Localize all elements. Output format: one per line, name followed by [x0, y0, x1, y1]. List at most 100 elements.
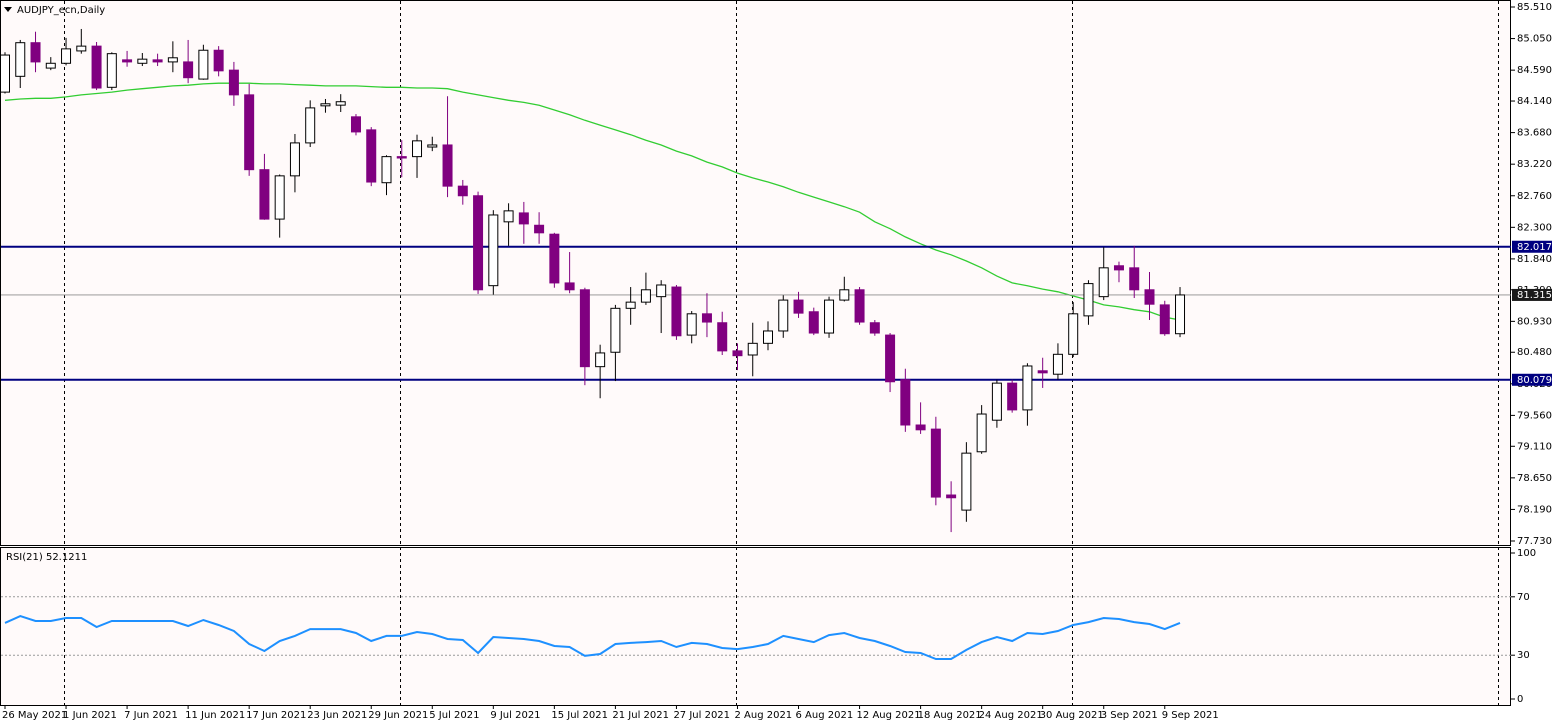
y-tick-label: 70 — [1517, 592, 1530, 603]
rsi-line — [4, 615, 1181, 660]
x-tick-label: 30 Aug 2021 — [1040, 710, 1104, 721]
y-tick-label: 78.190 — [1517, 504, 1552, 515]
last-price-box — [1512, 288, 1552, 301]
candle-body — [1083, 283, 1094, 317]
candle-body — [701, 313, 712, 323]
candle-body — [320, 103, 331, 107]
level-label: 80.079 — [1517, 375, 1552, 386]
x-tick-label: 17 Jun 2021 — [246, 710, 306, 721]
moving-average — [4, 82, 1181, 321]
candle-body — [1175, 294, 1186, 335]
candle-body — [717, 322, 728, 352]
candle-body — [656, 284, 667, 298]
x-tick-label: 24 Aug 2021 — [979, 710, 1043, 721]
candle-body — [778, 299, 789, 332]
candle-body — [183, 61, 194, 79]
candle-body — [274, 175, 285, 220]
candle-body — [61, 48, 72, 64]
candle-body — [976, 413, 987, 453]
candle-body — [534, 224, 545, 234]
candle-body — [91, 45, 102, 89]
candle-body — [900, 379, 911, 426]
candle-body — [244, 94, 255, 171]
candle-body — [76, 45, 87, 52]
candle-body — [457, 185, 468, 197]
last-price-label: 81.315 — [1517, 290, 1552, 301]
x-tick-label: 15 Jul 2021 — [551, 710, 608, 721]
y-tick-label: 79.560 — [1517, 410, 1552, 421]
candle-body — [1068, 313, 1079, 355]
x-tick-label: 23 Jun 2021 — [307, 710, 367, 721]
candle-body — [473, 195, 484, 291]
candle-body — [152, 59, 163, 63]
candle-body — [305, 107, 316, 144]
candle-body — [595, 352, 606, 368]
candle-body — [1022, 365, 1033, 411]
candle-body — [503, 210, 514, 223]
x-tick-label: 26 May 2021 — [2, 710, 67, 721]
x-tick-label: 5 Jul 2021 — [429, 710, 479, 721]
candle-body — [625, 301, 636, 309]
candle-body — [869, 322, 880, 334]
menu-icon[interactable] — [4, 7, 12, 12]
candle-body — [213, 49, 224, 72]
candle-body — [1129, 267, 1140, 291]
candle-body — [1007, 382, 1018, 411]
candle-body — [228, 69, 239, 96]
y-tick-label: 80.480 — [1517, 347, 1552, 358]
x-tick-label: 12 Aug 2021 — [857, 710, 921, 721]
level-label-box — [1512, 373, 1552, 386]
candle-body — [106, 53, 117, 88]
y-tick-label: 81.840 — [1517, 254, 1552, 265]
y-tick-label: 80.930 — [1517, 316, 1552, 327]
candle-body — [640, 289, 651, 303]
candle-body — [961, 452, 972, 511]
candle-body — [0, 54, 10, 93]
candle-body — [289, 142, 300, 177]
rsi-panel — [0, 547, 1511, 706]
candle-body — [808, 311, 819, 334]
candle-body — [442, 144, 453, 187]
candle-body — [564, 282, 575, 291]
y-tick-label: 84.140 — [1517, 96, 1552, 107]
x-tick-label: 27 Jul 2021 — [673, 710, 730, 721]
y-tick-label: 79.110 — [1517, 441, 1552, 452]
candle-body — [885, 334, 896, 383]
x-tick-label: 2 Aug 2021 — [734, 710, 792, 721]
chart-title: AUDJPY_ecn,Daily — [17, 5, 105, 16]
x-tick-label: 9 Jul 2021 — [490, 710, 540, 721]
y-tick-label: 85.050 — [1517, 34, 1552, 45]
candle-body — [824, 299, 835, 334]
x-tick-label: 6 Aug 2021 — [796, 710, 854, 721]
candle-body — [1113, 265, 1124, 271]
candle-body — [991, 382, 1002, 421]
candle-body — [793, 299, 804, 314]
candle-body — [1098, 267, 1109, 298]
candle-body — [259, 169, 270, 220]
candle-body — [1037, 370, 1048, 374]
candle-body — [488, 214, 499, 287]
candle-body — [671, 286, 682, 337]
candle-body — [412, 140, 423, 158]
x-tick-label: 3 Sep 2021 — [1101, 710, 1158, 721]
candle-body — [167, 57, 178, 63]
rsi-title: RSI(21) 52.1211 — [6, 552, 87, 563]
y-tick-label: 83.220 — [1517, 159, 1552, 170]
candle-body — [122, 59, 133, 63]
x-tick-label: 1 Jun 2021 — [63, 710, 117, 721]
candle-body — [30, 42, 41, 63]
y-tick-label: 100 — [1517, 548, 1536, 559]
x-tick-label: 11 Jun 2021 — [185, 710, 245, 721]
candle-body — [747, 342, 758, 356]
candle-body — [1144, 289, 1155, 305]
y-tick-label: 85.510 — [1517, 2, 1552, 13]
candle-body — [930, 428, 941, 498]
x-tick-label: 29 Jun 2021 — [368, 710, 428, 721]
price-panel — [0, 0, 1511, 546]
x-tick-label: 21 Jul 2021 — [612, 710, 669, 721]
candle-body — [732, 350, 743, 357]
y-tick-label: 77.730 — [1517, 536, 1552, 547]
candle-body — [549, 233, 560, 284]
y-tick-label: 82.300 — [1517, 222, 1552, 233]
